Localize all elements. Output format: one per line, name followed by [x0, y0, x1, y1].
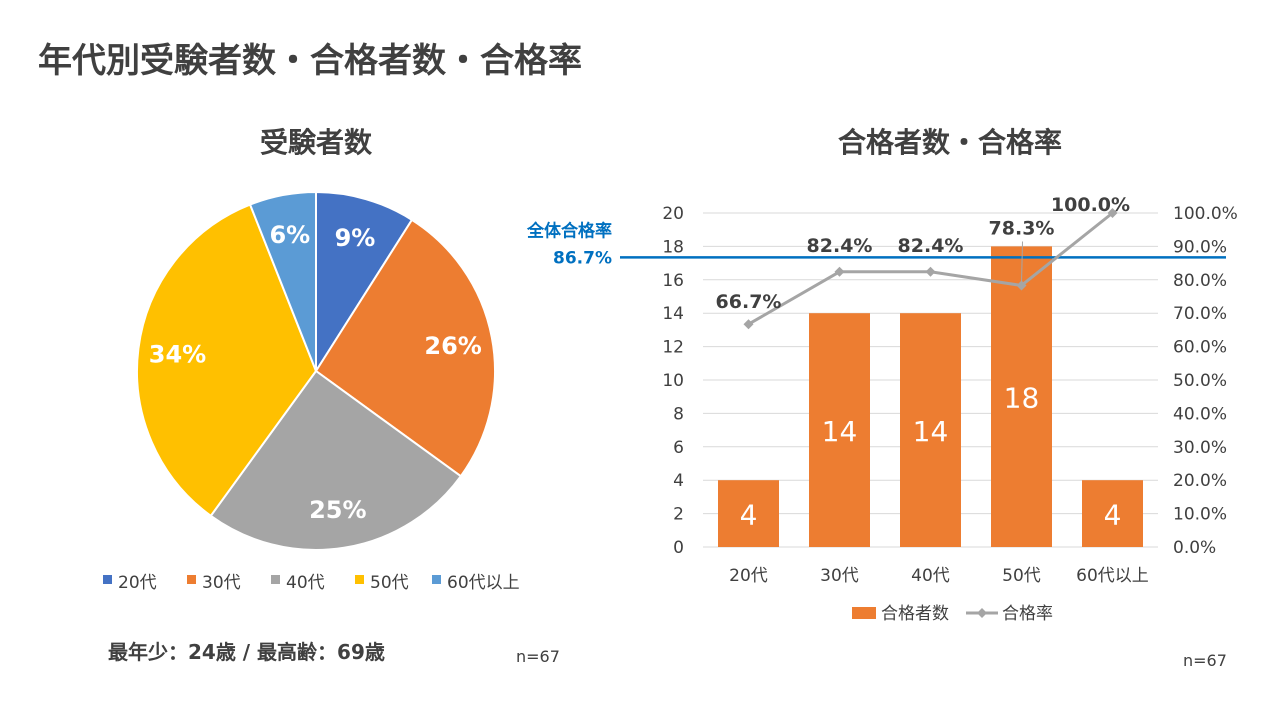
bars [718, 246, 1143, 547]
legend-swatch [355, 575, 364, 584]
legend-bar-swatch [852, 607, 876, 619]
bar [809, 313, 870, 547]
left-tick-label: 18 [662, 237, 684, 257]
left-tick-label: 4 [673, 471, 684, 491]
rate-value-label: 66.7% [716, 291, 782, 313]
rate-point [1016, 280, 1027, 291]
left-tick-label: 14 [662, 304, 684, 324]
right-tick-label: 20.0% [1173, 471, 1227, 491]
right-axis-ticks: 0.0% 10.0% 20.0% 30.0% 40.0% 50.0% 60.0% 70.0% 8… [1173, 204, 1238, 558]
x-tick-label: 50代 [1002, 566, 1041, 586]
bar-value-label: 14 [913, 415, 949, 448]
bar-value-label: 4 [740, 499, 758, 532]
legend-label: 20代 [118, 573, 157, 593]
reference-line-label: 全体合格率 [526, 220, 612, 241]
bar [718, 480, 779, 547]
combo-n-label: n=67 [1183, 651, 1227, 670]
rate-point [925, 266, 936, 277]
right-tick-label: 40.0% [1173, 404, 1227, 424]
right-tick-label: 30.0% [1173, 438, 1227, 458]
legend-label: 40代 [286, 573, 325, 593]
left-tick-label: 10 [662, 371, 684, 391]
bar-labels: 4 14 14 18 4 [740, 382, 1122, 532]
legend-swatch [271, 575, 280, 584]
bar [1082, 480, 1143, 547]
pie-slice [315, 190, 414, 375]
pie-title: 受験者数 [260, 126, 373, 159]
pie-slice-label: 26% [424, 332, 481, 360]
rate-leader-line [1021, 241, 1023, 284]
rate-line [743, 208, 1118, 330]
rate-value-label: 82.4% [898, 235, 964, 257]
right-tick-label: 100.0% [1173, 204, 1238, 224]
legend-label: 50代 [370, 573, 409, 593]
left-tick-label: 6 [673, 438, 684, 458]
pie-slice-label: 9% [335, 224, 376, 252]
slide-title: 年代別受験者数・合格者数・合格率 [38, 41, 582, 81]
rate-point [743, 319, 754, 330]
right-tick-label: 90.0% [1173, 237, 1227, 257]
pie-slice [248, 190, 317, 372]
left-tick-label: 16 [662, 271, 684, 291]
pie-slice-label: 25% [309, 496, 366, 524]
combo-chart: 合格者数・合格率 0 2 4 6 8 10 12 14 16 18 20 0.0% 10.0% 20.0… [526, 126, 1238, 670]
x-tick-label: 20代 [729, 566, 768, 586]
legend-label: 60代以上 [447, 573, 520, 593]
pie-slice [209, 369, 463, 551]
bar-value-label: 4 [1104, 499, 1122, 532]
rate-labels: 66.7% 82.4% 82.4% 78.3%100.0% [716, 194, 1131, 313]
left-axis-ticks: 0 2 4 6 8 10 12 14 16 18 20 [662, 204, 684, 558]
reference-line: 全体合格率 86.7% [526, 220, 1226, 268]
rate-value-label: 82.4% [807, 235, 873, 257]
x-tick-label: 60代以上 [1076, 566, 1149, 586]
legend-bar-label: 合格者数 [881, 604, 949, 624]
pie-slice-label: 6% [269, 221, 310, 249]
legend-swatch [103, 575, 112, 584]
pie-chart: 受験者数 9% 26% 25% 34% 6% 20代 30代 40代 50代 60代以上 最年少… [103, 126, 560, 666]
right-tick-label: 50.0% [1173, 371, 1227, 391]
reference-line-value: 86.7% [553, 248, 612, 268]
combo-legend: 合格者数 合格率 [852, 604, 1053, 624]
right-tick-label: 60.0% [1173, 338, 1227, 358]
pie-labels: 9% 26% 25% 34% 6% [149, 221, 482, 524]
bar [991, 246, 1052, 547]
rate-value-label: 100.0% [1051, 194, 1130, 216]
rate-point [1107, 208, 1118, 218]
left-tick-label: 8 [673, 404, 684, 424]
x-tick-label: 40代 [911, 566, 950, 586]
left-tick-label: 20 [662, 204, 684, 224]
bar-value-label: 14 [822, 415, 858, 448]
left-tick-label: 2 [673, 505, 684, 525]
legend-line-marker [977, 608, 987, 618]
bar [900, 313, 961, 547]
x-axis-ticks: 20代 30代 40代 50代 60代以上 [729, 566, 1149, 586]
combo-title: 合格者数・合格率 [838, 126, 1062, 159]
pie-legend: 20代 30代 40代 50代 60代以上 [103, 573, 520, 593]
age-range-note: 最年少：24歳 / 最高齢：69歳 [108, 640, 385, 664]
rate-value-label: 78.3% [989, 217, 1055, 239]
legend-swatch [187, 575, 196, 584]
pie-slice [314, 218, 496, 478]
right-tick-label: 80.0% [1173, 271, 1227, 291]
right-tick-label: 10.0% [1173, 505, 1227, 525]
legend-label: 30代 [202, 573, 241, 593]
pie-slices [136, 190, 496, 551]
pie-slice [136, 203, 318, 518]
legend-swatch [432, 575, 441, 584]
rate-point [834, 266, 845, 277]
right-tick-label: 0.0% [1173, 538, 1216, 558]
left-tick-label: 0 [673, 538, 684, 558]
pie-slice-label: 34% [149, 341, 206, 369]
x-tick-label: 30代 [820, 566, 859, 586]
left-tick-label: 12 [662, 338, 684, 358]
right-tick-label: 70.0% [1173, 304, 1227, 324]
bar-value-label: 18 [1004, 382, 1040, 415]
pie-n-label: n=67 [516, 647, 560, 666]
legend-line-label: 合格率 [1002, 604, 1053, 624]
